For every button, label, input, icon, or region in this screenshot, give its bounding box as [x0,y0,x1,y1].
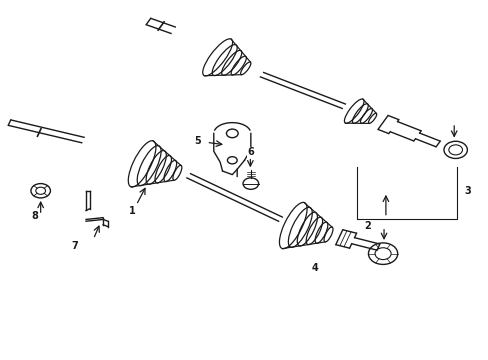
Text: 1: 1 [129,206,136,216]
Text: 5: 5 [194,136,201,146]
Text: 7: 7 [71,241,78,251]
Text: 3: 3 [464,186,470,196]
Text: 8: 8 [31,211,38,221]
Text: 6: 6 [247,147,254,157]
Text: 4: 4 [311,263,318,273]
Text: 2: 2 [363,221,370,230]
